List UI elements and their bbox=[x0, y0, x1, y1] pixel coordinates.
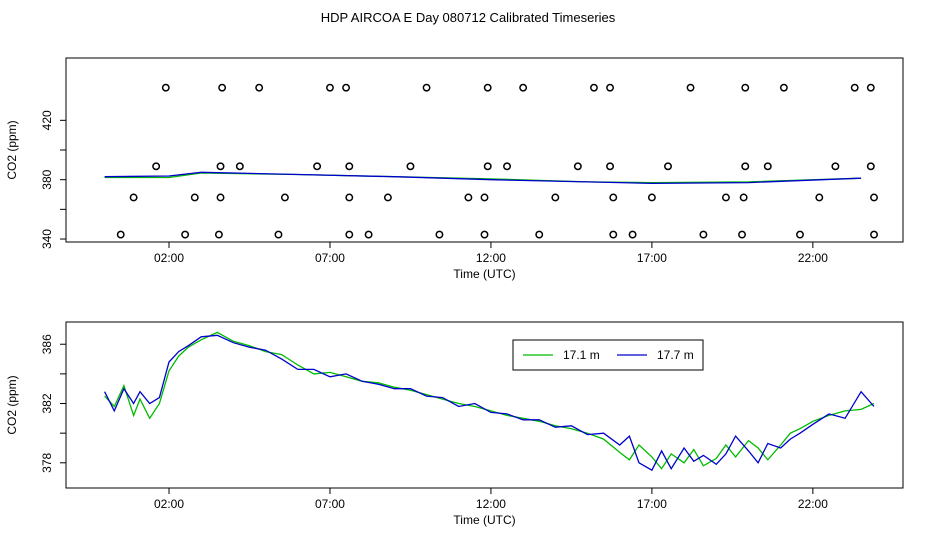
marker-point bbox=[870, 230, 878, 239]
y-axis-label: CO2 (ppm) bbox=[5, 120, 19, 179]
marker-point bbox=[383, 193, 392, 202]
marker-point bbox=[739, 193, 748, 202]
marker-point bbox=[551, 193, 560, 202]
marker-point bbox=[422, 83, 431, 92]
y-tick-label: 386 bbox=[40, 334, 54, 354]
marker-point bbox=[699, 230, 708, 239]
marker-point bbox=[255, 83, 264, 92]
series-line-2 bbox=[104, 171, 862, 185]
top-panel: 02:00 07:00 12:00 17:00 22:00 340 380 420 Time (… bbox=[5, 57, 904, 281]
marker-point bbox=[815, 193, 824, 202]
marker-point bbox=[535, 230, 544, 239]
marker-point bbox=[216, 162, 225, 171]
x-tick-label: 22:00 bbox=[798, 251, 828, 265]
marker-point bbox=[116, 230, 125, 239]
y-tick-label: 420 bbox=[40, 110, 54, 130]
figure-title: HDP AIRCOA E Day 080712 Calibrated Times… bbox=[321, 10, 616, 25]
marker-point bbox=[214, 230, 223, 239]
marker-point bbox=[464, 193, 473, 202]
marker-point bbox=[628, 230, 637, 239]
marker-point bbox=[181, 230, 190, 239]
marker-point bbox=[406, 162, 415, 171]
marker-point bbox=[483, 83, 492, 92]
marker-point bbox=[647, 193, 656, 202]
series-line-1 bbox=[104, 331, 875, 470]
x-tick-label: 02:00 bbox=[154, 251, 184, 265]
marker-point bbox=[342, 83, 351, 92]
marker-point bbox=[190, 193, 199, 202]
marker-point bbox=[831, 162, 840, 171]
marker-point bbox=[218, 83, 227, 92]
x-tick-label: 22:00 bbox=[798, 497, 828, 511]
marker-point bbox=[129, 193, 138, 202]
marker-point bbox=[345, 162, 354, 171]
bottom-panel: 02:00 07:00 12:00 17:00 22:00 378 382 386 Time (… bbox=[5, 321, 904, 527]
marker-point bbox=[503, 162, 511, 171]
marker-point bbox=[609, 230, 618, 239]
y-tick-label: 340 bbox=[40, 229, 54, 249]
y-tick-label: 380 bbox=[40, 169, 54, 189]
marker-point bbox=[870, 193, 878, 202]
x-tick-label: 17:00 bbox=[637, 497, 667, 511]
legend-entry: 17.7 m bbox=[657, 348, 694, 362]
y-axis-label: CO2 (ppm) bbox=[5, 375, 19, 434]
marker-point bbox=[606, 162, 614, 171]
marker-point bbox=[850, 83, 859, 92]
marker-point bbox=[216, 193, 225, 202]
marker-point bbox=[364, 230, 373, 239]
x-axis-label: Time (UTC) bbox=[453, 513, 515, 527]
marker-point bbox=[664, 162, 672, 171]
marker-point bbox=[866, 83, 875, 92]
marker-point bbox=[738, 230, 746, 239]
marker-point bbox=[590, 83, 598, 92]
x-tick-label: 02:00 bbox=[154, 497, 184, 511]
series-line-2 bbox=[104, 334, 875, 472]
marker-point bbox=[345, 230, 354, 239]
x-tick-label: 12:00 bbox=[476, 497, 506, 511]
marker-point bbox=[345, 193, 354, 202]
x-tick-label: 07:00 bbox=[315, 251, 345, 265]
marker-point bbox=[480, 193, 489, 202]
x-tick-label: 17:00 bbox=[637, 251, 667, 265]
marker-point bbox=[796, 230, 804, 239]
x-axis-label: Time (UTC) bbox=[453, 267, 515, 281]
marker-point bbox=[274, 230, 283, 239]
marker-point bbox=[606, 83, 614, 92]
x-tick-label: 12:00 bbox=[476, 251, 506, 265]
series-line-1 bbox=[104, 172, 862, 184]
y-tick-label: 382 bbox=[40, 393, 54, 413]
marker-point bbox=[763, 162, 772, 171]
marker-point bbox=[480, 230, 489, 239]
marker-point bbox=[573, 162, 582, 171]
marker-point bbox=[313, 162, 322, 171]
marker-point bbox=[435, 230, 444, 239]
plot-frame bbox=[65, 321, 904, 489]
marker-point bbox=[741, 162, 750, 171]
legend-entry: 17.1 m bbox=[563, 348, 600, 362]
marker-point bbox=[721, 193, 730, 202]
x-tick-label: 07:00 bbox=[315, 497, 345, 511]
marker-point bbox=[152, 162, 161, 171]
marker-point bbox=[483, 162, 492, 171]
marker-point bbox=[326, 83, 334, 92]
marker-point bbox=[609, 193, 618, 202]
marker-point bbox=[519, 83, 528, 92]
marker-point bbox=[866, 162, 875, 171]
marker-point bbox=[779, 83, 788, 92]
marker-point bbox=[280, 193, 289, 202]
marker-point bbox=[686, 83, 695, 92]
marker-point bbox=[741, 83, 750, 92]
y-tick-label: 378 bbox=[40, 452, 54, 472]
marker-point bbox=[235, 162, 244, 171]
marker-point bbox=[161, 83, 170, 92]
legend: 17.1 m 17.7 m bbox=[512, 339, 704, 371]
